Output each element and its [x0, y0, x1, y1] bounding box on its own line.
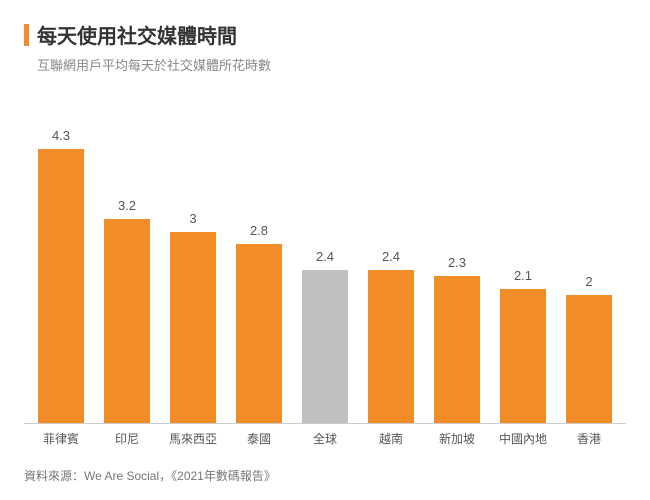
bar — [500, 289, 546, 423]
bar-group: 2.8 — [226, 104, 292, 423]
bar-group: 3 — [160, 104, 226, 423]
bar-value-label: 2.4 — [316, 249, 334, 264]
bar-group: 2 — [556, 104, 622, 423]
bar-group: 2.4 — [358, 104, 424, 423]
bars-row: 4.3 3.2 3 2.8 2.4 2.4 2.3 2.1 2 — [24, 104, 626, 424]
x-axis-label: 香港 — [556, 430, 622, 447]
bar-group: 4.3 — [28, 104, 94, 423]
bar-group: 2.3 — [424, 104, 490, 423]
bar — [434, 276, 480, 423]
bar-value-label: 3 — [189, 211, 196, 226]
bar — [566, 295, 612, 423]
bar-value-label: 4.3 — [52, 128, 70, 143]
plot-area: 4.33.232.82.42.42.32.12 菲律賓印尼馬來西亞泰國全球越南新… — [24, 104, 626, 424]
bar — [368, 270, 414, 423]
bar — [104, 219, 150, 423]
x-axis-label: 越南 — [358, 430, 424, 447]
bar — [38, 149, 84, 423]
x-axis-label: 泰國 — [226, 430, 292, 447]
bar-group: 2.4 — [292, 104, 358, 423]
chart-header: 每天使用社交媒體時間 — [24, 20, 626, 49]
bar-value-label: 2.1 — [514, 268, 532, 283]
bar-value-label: 2 — [585, 274, 592, 289]
x-axis-label: 馬來西亞 — [160, 430, 226, 447]
x-axis-label: 中國內地 — [490, 430, 556, 447]
chart-title: 每天使用社交媒體時間 — [37, 20, 237, 49]
chart-subtitle: 互聯網用戶平均每天於社交媒體所花時數 — [37, 55, 626, 74]
bar-value-label: 2.4 — [382, 249, 400, 264]
accent-bar — [24, 24, 29, 46]
bar — [302, 270, 348, 423]
bar-group: 3.2 — [94, 104, 160, 423]
source-text: 資料來源：We Are Social，《2021年數碼報告》 — [24, 467, 276, 484]
bar — [170, 232, 216, 423]
bar-value-label: 2.8 — [250, 223, 268, 238]
x-axis-labels: 菲律賓印尼馬來西亞泰國全球越南新加坡中國內地香港 — [24, 424, 626, 447]
bar — [236, 244, 282, 423]
bar-value-label: 3.2 — [118, 198, 136, 213]
bar-value-label: 2.3 — [448, 255, 466, 270]
x-axis-label: 新加坡 — [424, 430, 490, 447]
bar-group: 2.1 — [490, 104, 556, 423]
chart-container: 每天使用社交媒體時間 互聯網用戶平均每天於社交媒體所花時數 4.3 3.2 3 2.8… — [0, 0, 650, 500]
x-axis-label: 印尼 — [94, 430, 160, 447]
x-axis-label: 菲律賓 — [28, 430, 94, 447]
x-axis-label: 全球 — [292, 430, 358, 447]
